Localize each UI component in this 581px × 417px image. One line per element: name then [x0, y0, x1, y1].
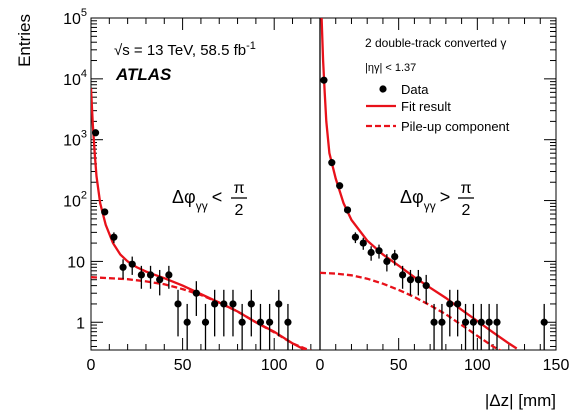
- data-point-right: [469, 318, 477, 326]
- data-point-right: [399, 271, 407, 279]
- data-point-left: [247, 300, 255, 308]
- y-tick-base: 10: [63, 72, 81, 89]
- x-tick-label-left: 100: [261, 357, 288, 374]
- right-region-numerator: π: [460, 180, 471, 197]
- x-tick-label-left: 50: [174, 357, 192, 374]
- data-point-right: [446, 300, 454, 308]
- selection-label: 2 double-track converted γ: [365, 36, 506, 50]
- data-point-left: [211, 300, 219, 308]
- data-point-right: [493, 318, 501, 326]
- data-point-right: [383, 257, 391, 266]
- x-tick-label-right: 100: [464, 357, 491, 374]
- y-tick-base: 10: [63, 194, 81, 211]
- y-axis-title: Entries: [15, 14, 34, 67]
- right-region-label: Δφγγ > π 2: [400, 180, 474, 219]
- atlas-label: ATLAS: [115, 65, 172, 84]
- data-point-left: [183, 318, 191, 326]
- y-tick-exponent: 2: [81, 190, 87, 202]
- data-point-right: [485, 318, 493, 326]
- fit-curve-left: [91, 88, 306, 350]
- data-point-left: [156, 276, 164, 284]
- data-point-right: [422, 282, 430, 290]
- data-point-right: [328, 159, 336, 167]
- fit-curve-right: [320, 18, 518, 350]
- data-point-left: [238, 318, 246, 326]
- data-point-left: [110, 233, 118, 241]
- legend-data-marker: [379, 85, 387, 93]
- data-point-right: [320, 76, 328, 84]
- data-point-left: [266, 318, 274, 326]
- left-region-label: Δφγγ < π 2: [172, 180, 247, 219]
- data-point-right: [336, 182, 344, 190]
- data-point-left: [201, 318, 210, 326]
- data-point-left: [284, 318, 292, 326]
- plot-frame: [90, 17, 557, 351]
- x-tick-label-right: 50: [390, 357, 408, 374]
- energy-label: √s = 13 TeV, 58.5 fb-1: [114, 40, 256, 59]
- data-point-left: [275, 300, 283, 308]
- data-point-left: [174, 300, 182, 308]
- legend: Data Fit result Pile-up component: [366, 82, 510, 134]
- data-point-left: [165, 271, 173, 279]
- data-point-left: [229, 300, 237, 308]
- y-tick-exponent: 4: [81, 68, 87, 80]
- data-point-left: [137, 271, 145, 279]
- data-point-right: [461, 318, 470, 326]
- data-point-right: [454, 300, 462, 308]
- y-tick-label: 105: [63, 7, 87, 28]
- data-point-right: [351, 233, 359, 241]
- right-region-dphi: Δφγγ >: [400, 187, 450, 213]
- data-point-left: [101, 208, 109, 216]
- left-region-dphi: Δφγγ <: [172, 187, 222, 213]
- x-tick-label-left: 0: [87, 357, 96, 374]
- y-tick-label: 1: [76, 315, 85, 332]
- data-point-left: [128, 260, 136, 268]
- data-point-right: [359, 239, 367, 247]
- data-point-left: [119, 263, 127, 271]
- data-point-right: [430, 318, 438, 326]
- left-region-numerator: π: [233, 180, 244, 197]
- data-point-right: [477, 318, 485, 326]
- legend-data-label: Data: [401, 82, 429, 97]
- y-tick-base: 10: [63, 11, 81, 28]
- data-point-right: [343, 206, 352, 214]
- pileup-curve-right: [320, 271, 502, 350]
- legend-pileup-label: Pile-up component: [401, 119, 510, 134]
- y-tick-label: 102: [63, 190, 87, 211]
- data-point-left: [91, 129, 100, 137]
- y-tick-exponent: 5: [81, 7, 87, 19]
- data-point-right: [540, 318, 548, 326]
- y-tick-exponent: 3: [81, 129, 87, 141]
- x-tick-label-right: 150: [543, 357, 570, 374]
- y-tick-label: 103: [63, 129, 87, 150]
- data-point-right: [391, 252, 399, 261]
- data-point-left: [220, 300, 228, 308]
- left-region-denominator: 2: [235, 202, 244, 219]
- data-point-right: [438, 318, 446, 326]
- data-point-right: [367, 248, 375, 257]
- data-point-left: [146, 271, 155, 279]
- eta-cut-label: |ηγ| < 1.37: [365, 62, 416, 74]
- right-region-denominator: 2: [462, 202, 471, 219]
- data-point-left: [192, 289, 200, 297]
- x-tick-label-right: 0: [316, 357, 325, 374]
- y-tick-label: 10: [67, 254, 85, 271]
- data-point-right: [375, 247, 383, 255]
- y-tick-base: 10: [63, 133, 81, 150]
- data-point-right: [414, 276, 422, 284]
- y-tick-label: 104: [63, 68, 87, 89]
- data-point-left: [256, 318, 265, 326]
- x-axis-title: |Δz| [mm]: [485, 391, 556, 410]
- legend-fit-label: Fit result: [401, 99, 451, 114]
- data-point-right: [406, 276, 415, 284]
